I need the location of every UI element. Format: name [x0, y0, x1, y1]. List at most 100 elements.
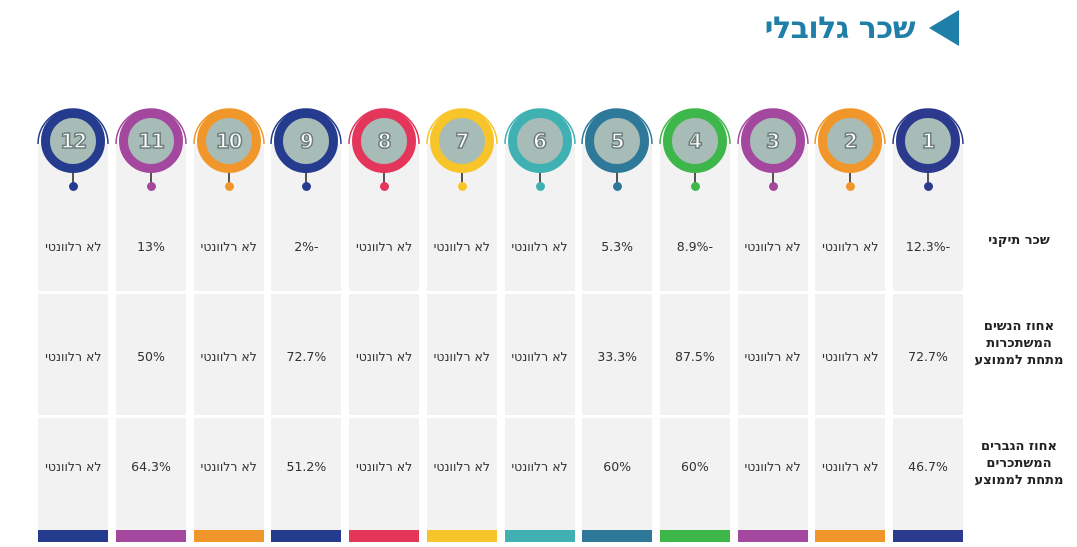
column-background: [659, 144, 730, 539]
column-color-bar: [116, 530, 186, 542]
badge-stem: [849, 173, 852, 183]
column-5: 5 5.3% 33.3% 60%: [581, 104, 653, 542]
column-9: 9 -2% 72.7% 51.2%: [270, 104, 343, 542]
value-cell: -12.3%: [905, 239, 951, 254]
badge-number: 10: [215, 128, 243, 154]
number-badge: [352, 109, 417, 173]
value-cell: לא רלוונטי: [822, 459, 879, 474]
badge-number: 11: [137, 128, 165, 154]
badge-number: 9: [299, 128, 314, 154]
row-separator: [426, 415, 497, 418]
row-separator: [504, 415, 575, 418]
value-cell: לא רלוונטי: [355, 349, 413, 364]
number-badge: [662, 109, 727, 173]
value-cell: לא רלוונטי: [433, 459, 490, 474]
badge-number: 6: [532, 128, 547, 154]
badge-dot: [302, 182, 312, 191]
badge-number: 2: [843, 128, 858, 154]
row-separator: [659, 291, 730, 294]
column-4: 4 -8.9% 87.5% 60%: [659, 104, 731, 542]
value-cell: לא רלוונטי: [511, 459, 568, 474]
value-cell: -8.9%: [676, 239, 714, 254]
value-cell: 13%: [137, 239, 165, 254]
column-color-bar: [737, 530, 808, 542]
value-cell: 46.7%: [908, 459, 948, 474]
column-background: [504, 144, 575, 539]
row-separator: [193, 415, 264, 418]
value-cell: לא רלוונטי: [822, 239, 879, 254]
value-cell: לא רלוונטי: [45, 459, 102, 474]
row-label-men-below-average: אחוז הגברים המשתכרים מתחת לממוצע: [974, 439, 1064, 488]
number-badge: [507, 109, 572, 173]
number-badge: [585, 109, 650, 173]
column-7: 7 לא רלוונטי לא רלוונטי לא רלוונטי: [426, 104, 498, 542]
badge-stem: [616, 173, 619, 183]
badge-stem: [305, 173, 308, 183]
badge-stem: [693, 173, 696, 183]
row-separator: [737, 415, 808, 418]
column-color-bar: [349, 530, 420, 542]
row-separator: [271, 415, 342, 418]
row-separator: [737, 291, 808, 294]
column-color-bar: [193, 530, 264, 542]
badge-stem: [927, 173, 929, 183]
badge-dot: [535, 182, 545, 191]
value-cell: לא רלוונטי: [200, 459, 257, 474]
value-cell: לא רלוונטי: [511, 239, 568, 254]
badge-dot: [613, 182, 623, 191]
value-cell: לא רלוונטי: [511, 349, 568, 364]
value-cell: 72.7%: [908, 349, 948, 364]
number-badge: [41, 109, 106, 173]
badge-stem: [72, 173, 75, 183]
page-header: שכר גלובלי: [765, 8, 959, 48]
number-badge: [119, 109, 183, 173]
column-color-bar: [426, 530, 497, 542]
badge-stem: [538, 173, 541, 183]
row-separator: [271, 291, 342, 294]
badge-stem: [150, 173, 152, 183]
column-background: [582, 144, 653, 539]
row-separator: [349, 415, 420, 418]
column-background: [815, 144, 886, 539]
badge-dot: [69, 182, 79, 191]
value-cell: לא רלוונטי: [744, 349, 801, 364]
badge-dot: [147, 182, 156, 191]
badge-dot: [457, 182, 467, 191]
row-separator: [504, 291, 575, 294]
column-background: [193, 144, 264, 539]
badge-stem: [771, 173, 774, 183]
value-cell: לא רלוונטי: [822, 349, 879, 364]
number-badge: [896, 109, 960, 173]
badge-number: 8: [377, 128, 392, 154]
column-background: [38, 144, 109, 539]
row-separator: [38, 415, 109, 418]
column-color-bar: [815, 530, 886, 542]
row-separator: [193, 291, 264, 294]
column-color-bar: [271, 530, 342, 542]
value-cell: 60%: [680, 459, 709, 474]
value-cell: לא רלוונטי: [433, 349, 490, 364]
badge-dot: [224, 182, 234, 191]
column-1: 1 -12.3% 72.7% 46.7%: [892, 104, 964, 542]
badge-number: 1: [921, 128, 936, 154]
badge-dot: [690, 182, 700, 191]
row-separator: [815, 291, 886, 294]
value-cell: לא רלוונטי: [45, 349, 102, 364]
value-cell: -2%: [294, 239, 319, 254]
row-separator: [426, 291, 497, 294]
column-2: 2 לא רלוונטי לא רלוונטי לא רלוונטי: [814, 104, 887, 542]
value-cell: לא רלוונטי: [433, 239, 490, 254]
number-badge: [274, 109, 339, 173]
value-cell: 5.3%: [601, 239, 634, 254]
value-cell: לא רלוונטי: [45, 239, 102, 254]
badge-dot: [768, 182, 778, 191]
value-cell: לא רלוונטי: [200, 239, 257, 254]
column-10: 10 לא רלוונטי לא רלוונטי לא רלוונטי: [192, 104, 265, 542]
column-8: 8 לא רלוונטי לא רלוונטי לא רלוונטי: [348, 104, 420, 542]
row-separator: [815, 415, 886, 418]
badge-dot: [924, 182, 933, 191]
value-cell: 33.3%: [597, 349, 638, 364]
row-separator: [116, 291, 186, 294]
column-background: [271, 144, 342, 539]
row-separator: [893, 291, 963, 294]
